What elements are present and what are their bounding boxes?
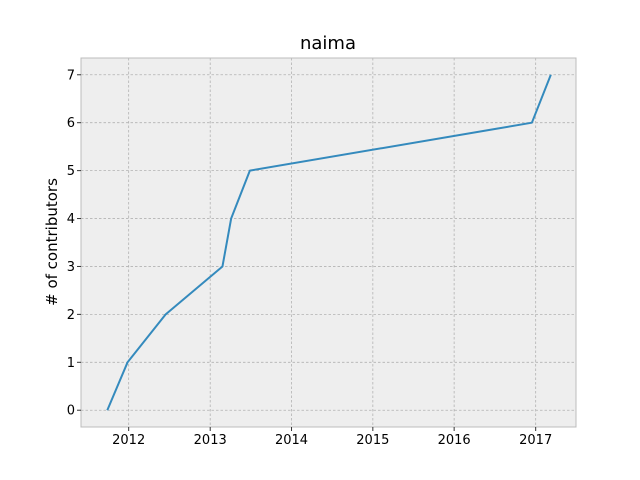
x-tick-label: 2014 [275, 433, 308, 448]
y-axis-label: # of contributors [43, 178, 61, 306]
x-tick-label: 2017 [519, 433, 552, 448]
y-tick-label: 3 [67, 260, 75, 275]
chart-title: naima [300, 33, 356, 54]
y-tick-label: 2 [67, 308, 75, 323]
y-tick-label: 4 [67, 212, 75, 227]
y-tick-label: 7 [67, 68, 75, 83]
x-axis-ticks: 2012 2013 2014 2015 2016 2017 [112, 427, 552, 448]
x-tick-label: 2016 [438, 433, 471, 448]
grid-lines [81, 58, 576, 427]
x-tick-label: 2015 [356, 433, 389, 448]
series-line [106, 74, 552, 411]
plot-frame [80, 57, 577, 428]
y-tick-label: 1 [67, 356, 75, 371]
y-tick-label: 5 [67, 164, 75, 179]
y-axis-ticks: 0 1 2 3 4 5 6 7 [67, 68, 81, 419]
y-tick-label: 6 [67, 116, 75, 131]
x-tick-label: 2012 [112, 433, 145, 448]
y-tick-label: 0 [67, 404, 75, 419]
series-layer [106, 74, 552, 411]
plot-area [81, 58, 576, 427]
x-tick-label: 2013 [194, 433, 227, 448]
